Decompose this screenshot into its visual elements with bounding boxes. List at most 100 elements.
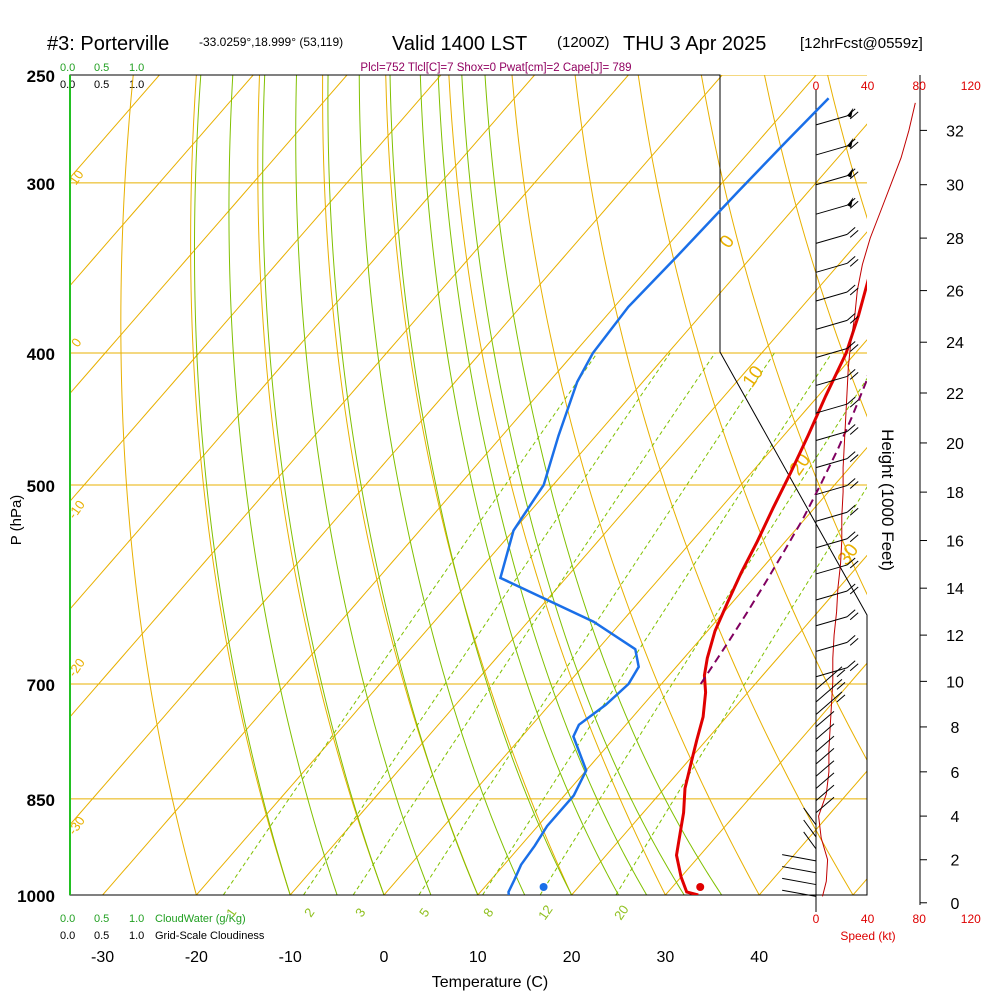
- cloudwater-label: CloudWater (g/Kg): [155, 913, 246, 925]
- wind-barb-staff: [815, 403, 848, 414]
- isotherm-line: [70, 75, 348, 395]
- dry-adiabat: [700, 75, 867, 596]
- wind-barb-flag: [846, 341, 856, 349]
- parcel-line: [699, 374, 867, 685]
- wind-barb-staff: [815, 698, 835, 715]
- wind-barb-staff: [782, 854, 817, 862]
- height-axis-label: Height (1000 Feet): [878, 429, 897, 571]
- height-tick-label: 0: [951, 896, 960, 913]
- pressure-tick-label: 1000: [17, 887, 55, 906]
- speed-tick-bottom: 80: [913, 912, 927, 926]
- height-tick-label: 30: [946, 178, 964, 195]
- height-tick-label: 16: [946, 534, 964, 551]
- x-tick-label: -30: [91, 949, 114, 966]
- height-tick-label: 12: [946, 628, 964, 645]
- valid-time: Valid 1400 LST: [392, 33, 527, 55]
- wind-barb-flag: [849, 258, 859, 267]
- wind-barb-staff: [782, 889, 817, 897]
- wind-barb-staff: [815, 375, 848, 386]
- cloud-bottom-black-2: 1.0: [129, 930, 144, 942]
- height-tick-label: 26: [946, 284, 964, 301]
- cloud-bottom-green-2: 1.0: [129, 913, 144, 925]
- pressure-tick-label: 250: [27, 67, 55, 86]
- isotherm-line: [196, 123, 867, 895]
- dry-adiabat: [190, 75, 291, 895]
- wind-barb-flag: [849, 638, 859, 646]
- station-title: #3: Porterville: [47, 33, 169, 55]
- forecast-info: [12hrFcst@0559z]: [800, 35, 923, 52]
- cloud-bottom-green-0: 0.0: [60, 913, 75, 925]
- wind-barb-pennant: [847, 197, 854, 208]
- speed-tick-top: 0: [813, 79, 820, 93]
- x-tick-label: 10: [469, 949, 487, 966]
- y-axis-label: P (hPa): [8, 495, 25, 546]
- speed-tick-bottom: 0: [813, 912, 820, 926]
- moist-adiabat: [437, 75, 648, 895]
- wind-barb-staff: [815, 430, 848, 441]
- mixing-ratio-line: [352, 352, 716, 895]
- isotherm-label: -10: [65, 497, 88, 521]
- wind-barb-flag: [849, 287, 859, 296]
- pressure-tick-label: 400: [27, 345, 55, 364]
- isotherm-line: [70, 75, 535, 610]
- wind-barb-staff: [815, 667, 848, 678]
- height-tick-label: 20: [946, 436, 964, 453]
- series-layer: [498, 97, 867, 895]
- wind-barb-flag: [846, 557, 856, 566]
- height-tick-label: 6: [951, 765, 960, 782]
- wind-barb-staff: [815, 760, 835, 777]
- cloud-top-green-1: 0.5: [94, 62, 109, 74]
- isotherm-label: -30: [65, 813, 88, 837]
- dry-adiabat: [120, 75, 197, 895]
- wind-barb-staff: [815, 710, 835, 728]
- wind-barb-staff: [815, 233, 848, 244]
- isotherm-line: [383, 339, 867, 895]
- dry-adiabat: [637, 75, 867, 762]
- speed-tick-top: 40: [861, 79, 875, 93]
- pressure-tick-label: 700: [27, 676, 55, 695]
- wind-barb-flag: [833, 691, 843, 700]
- speed-tick-bottom: 120: [961, 912, 981, 926]
- isotherm-line: [102, 75, 817, 895]
- isotherm-line: [289, 231, 867, 895]
- isotherm-line: [70, 75, 442, 502]
- wind-profile: [782, 102, 916, 897]
- wind-barb-pennant: [847, 167, 854, 178]
- wind-barb-flag: [846, 660, 856, 669]
- wind-barb-staff: [815, 735, 835, 753]
- station-coords: -33.0259°,18.999° (53,119): [199, 35, 343, 49]
- x-tick-label: 30: [657, 949, 675, 966]
- wind-barb-flag: [849, 200, 859, 209]
- moist-adiabat: [193, 75, 291, 895]
- wind-barb-staff: [782, 877, 817, 886]
- wind-barb-staff: [815, 348, 848, 359]
- mixing-ratio-label: 8: [480, 905, 496, 920]
- moist-adiabat: [358, 75, 526, 895]
- wind-barb-flag: [846, 583, 856, 592]
- wind-barb-flag: [849, 316, 859, 324]
- mixing-ratio-label: 3: [352, 905, 368, 920]
- wind-barb-flag: [849, 507, 859, 516]
- wind-barb-flag: [846, 504, 856, 513]
- wind-barb-staff: [815, 204, 848, 215]
- wind-barb-flag: [846, 609, 856, 618]
- cloud-top-green-0: 0.0: [60, 62, 75, 74]
- wind-barb-staff: [815, 772, 835, 789]
- wind-barb-staff: [815, 590, 848, 601]
- sounding-params: Plcl=752 Tlcl[C]=7 Shox=0 Pwat[cm]=2 Cap…: [360, 62, 631, 74]
- dry-adiabat: [827, 75, 867, 220]
- wind-barb-flag: [846, 531, 856, 540]
- wind-barb-flag: [836, 694, 846, 703]
- speed-axis-label: Speed (kt): [840, 929, 895, 943]
- wind-barb-flag: [846, 227, 856, 235]
- wind-barb-flag: [846, 396, 856, 405]
- mixing-ratio-line: [222, 352, 598, 895]
- mixing-ratio-label: 20: [611, 902, 632, 922]
- mixing-ratio-line: [615, 486, 867, 895]
- forecast-date: THU 3 Apr 2025: [623, 33, 766, 55]
- cloud-top-black-1: 0.5: [94, 79, 109, 91]
- height-tick-label: 8: [951, 720, 960, 737]
- wind-barb-flag: [849, 663, 859, 672]
